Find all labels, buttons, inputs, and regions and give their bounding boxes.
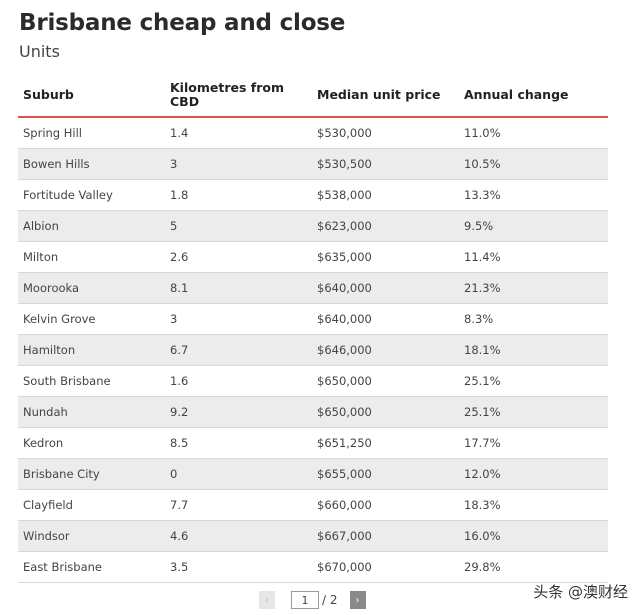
cell-suburb: Bowen Hills [23,157,90,171]
table-row: Kedron 8.5 $651,250 17.7% [18,428,608,459]
cell-annual-change: 10.5% [464,157,501,171]
cell-annual-change: 8.3% [464,312,494,326]
header-suburb: Suburb [23,87,74,102]
cell-median-price: $655,000 [317,467,372,481]
cell-km-from-cbd: 2.6 [170,250,189,264]
cell-median-price: $538,000 [317,188,372,202]
page-subtitle: Units [19,42,60,61]
cell-median-price: $660,000 [317,498,372,512]
cell-suburb: Spring Hill [23,126,82,140]
cell-annual-change: 29.8% [464,560,501,574]
cell-suburb: Hamilton [23,343,76,357]
cell-suburb: Kedron [23,436,64,450]
prev-page-button[interactable]: ‹ [259,591,275,609]
page-title: Brisbane cheap and close [19,10,346,36]
table-row: Clayfield 7.7 $660,000 18.3% [18,490,608,521]
table-row: Brisbane City 0 $655,000 12.0% [18,459,608,490]
pagination: ‹ 1 / 2 › [259,591,366,609]
cell-km-from-cbd: 6.7 [170,343,189,357]
table-row: Milton 2.6 $635,000 11.4% [18,242,608,273]
cell-median-price: $651,250 [317,436,372,450]
header-median-price: Median unit price [317,87,441,102]
cell-median-price: $530,000 [317,126,372,140]
cell-suburb: South Brisbane [23,374,111,388]
cell-km-from-cbd: 8.5 [170,436,189,450]
table-row: Albion 5 $623,000 9.5% [18,211,608,242]
page-number-input[interactable]: 1 [291,591,319,609]
cell-suburb: Nundah [23,405,68,419]
cell-median-price: $646,000 [317,343,372,357]
table-header: Suburb Kilometres from CBD Median unit p… [18,74,608,118]
cell-km-from-cbd: 8.1 [170,281,189,295]
cell-median-price: $530,500 [317,157,372,171]
cell-median-price: $640,000 [317,281,372,295]
header-annual-change: Annual change [464,87,569,102]
cell-km-from-cbd: 9.2 [170,405,189,419]
header-km-from-cbd: Kilometres from CBD [170,80,284,109]
cell-annual-change: 17.7% [464,436,501,450]
next-page-button[interactable]: › [349,591,366,609]
cell-km-from-cbd: 7.7 [170,498,189,512]
table-row: Bowen Hills 3 $530,500 10.5% [18,149,608,180]
table-row: Windsor 4.6 $667,000 16.0% [18,521,608,552]
cell-annual-change: 18.1% [464,343,501,357]
cell-km-from-cbd: 1.6 [170,374,189,388]
cell-suburb: Kelvin Grove [23,312,96,326]
cell-km-from-cbd: 4.6 [170,529,189,543]
cell-suburb: East Brisbane [23,560,102,574]
cell-suburb: Windsor [23,529,70,543]
cell-suburb: Clayfield [23,498,73,512]
cell-suburb: Albion [23,219,59,233]
cell-annual-change: 18.3% [464,498,501,512]
cell-annual-change: 25.1% [464,405,501,419]
cell-annual-change: 25.1% [464,374,501,388]
table-row: Hamilton 6.7 $646,000 18.1% [18,335,608,366]
cell-median-price: $635,000 [317,250,372,264]
table-row: East Brisbane 3.5 $670,000 29.8% [18,552,608,583]
cell-median-price: $650,000 [317,405,372,419]
watermark: 头条 @澳财经 [533,583,628,601]
cell-km-from-cbd: 5 [170,219,178,233]
cell-median-price: $670,000 [317,560,372,574]
cell-km-from-cbd: 1.8 [170,188,189,202]
cell-annual-change: 11.0% [464,126,501,140]
cell-annual-change: 21.3% [464,281,501,295]
data-table: Suburb Kilometres from CBD Median unit p… [18,74,608,583]
cell-km-from-cbd: 0 [170,467,178,481]
cell-median-price: $640,000 [317,312,372,326]
table-row: Spring Hill 1.4 $530,000 11.0% [18,118,608,149]
cell-annual-change: 16.0% [464,529,501,543]
cell-annual-change: 9.5% [464,219,494,233]
table-body: Spring Hill 1.4 $530,000 11.0% Bowen Hills 3 $… [18,118,608,583]
table-row: Nundah 9.2 $650,000 25.1% [18,397,608,428]
cell-km-from-cbd: 3 [170,312,178,326]
cell-suburb: Brisbane City [23,467,100,481]
cell-km-from-cbd: 1.4 [170,126,189,140]
cell-suburb: Fortitude Valley [23,188,113,202]
cell-suburb: Moorooka [23,281,80,295]
cell-annual-change: 13.3% [464,188,501,202]
cell-suburb: Milton [23,250,59,264]
cell-median-price: $667,000 [317,529,372,543]
cell-annual-change: 11.4% [464,250,501,264]
cell-km-from-cbd: 3 [170,157,178,171]
table-row: Fortitude Valley 1.8 $538,000 13.3% [18,180,608,211]
table-row: South Brisbane 1.6 $650,000 25.1% [18,366,608,397]
cell-median-price: $650,000 [317,374,372,388]
cell-annual-change: 12.0% [464,467,501,481]
cell-median-price: $623,000 [317,219,372,233]
cell-km-from-cbd: 3.5 [170,560,189,574]
table-row: Moorooka 8.1 $640,000 21.3% [18,273,608,304]
table-row: Kelvin Grove 3 $640,000 8.3% [18,304,608,335]
page-total: / 2 [322,593,338,607]
